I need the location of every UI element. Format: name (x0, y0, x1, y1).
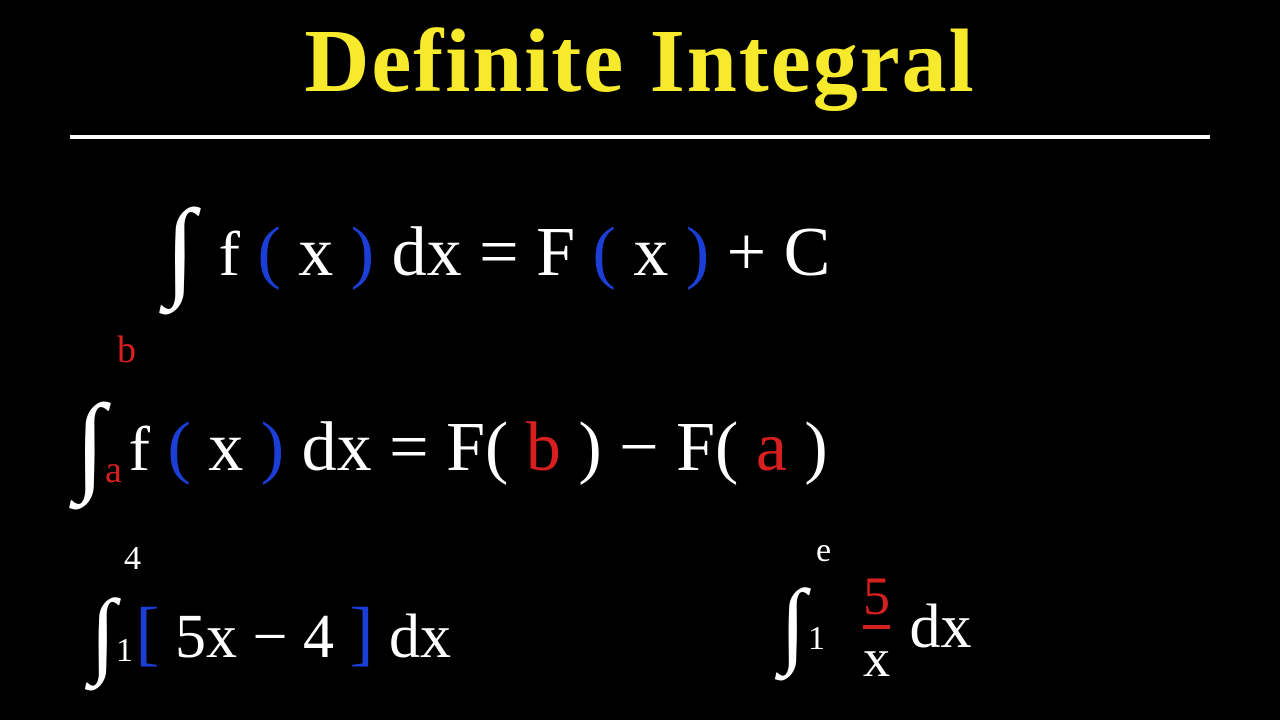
integral-sign-2: ∫ (75, 380, 105, 507)
eq3-dx: dx (389, 602, 451, 673)
equation-definite: ∫ b a f ( x ) dx = F( b ) − F( a ) (75, 370, 828, 497)
integral-sign-3: ∫ (90, 578, 116, 688)
eq2-end: ) (804, 408, 827, 488)
eq3-rbracket: ] (349, 592, 373, 675)
eq2-equals: = (389, 408, 428, 488)
eq1-lparen: ( (257, 213, 280, 293)
eq2-upper-b: b (117, 328, 136, 372)
eq1-x: x (298, 213, 333, 293)
page-title: Definite Integral (0, 10, 1280, 113)
eq2-lower-a: a (105, 448, 122, 492)
equation-indefinite: ∫ f ( x ) dx = F ( x ) + C (165, 175, 830, 302)
eq3-upper: 4 (124, 540, 141, 578)
eq3-lower: 1 (116, 632, 133, 670)
eq1-rparen: ) (351, 213, 374, 293)
eq4-dx: dx (910, 592, 972, 663)
eq1-equals: = (479, 213, 518, 293)
eq1-F: F (536, 213, 575, 293)
eq1-x2: x (633, 213, 668, 293)
eq2-lparen: ( (167, 408, 190, 488)
integral-sign-4: ∫ (780, 568, 806, 678)
eq4-fraction: 5 x (863, 569, 890, 685)
equation-example-2: ∫ e 1 5 x dx (780, 560, 972, 691)
eq2-a: a (756, 408, 787, 488)
eq3-lbracket: [ (136, 592, 160, 675)
eq1-lparen2: ( (593, 213, 616, 293)
eq2-rparen: ) (261, 408, 284, 488)
integral-sign: ∫ (165, 185, 195, 312)
eq2-b: b (526, 408, 561, 488)
eq4-num: 5 (863, 569, 890, 625)
eq2-f: f (129, 412, 150, 486)
eq2-dx: dx (302, 408, 372, 488)
eq1-rparen2: ) (686, 213, 709, 293)
eq4-lower: 1 (808, 620, 825, 658)
eq2-Fb-open: F( (446, 408, 508, 488)
eq4-den: x (863, 629, 890, 685)
eq2-mid: ) − F( (578, 408, 738, 488)
equation-example-1: ∫ 4 1 [ 5x − 4 ] dx (90, 570, 451, 680)
eq1-f: f (219, 217, 240, 291)
eq3-body: 5x − 4 (175, 602, 334, 673)
eq1-dx: dx (392, 213, 462, 293)
eq4-upper: e (816, 532, 831, 570)
eq1-plusC: + C (727, 213, 831, 293)
eq2-x: x (208, 408, 243, 488)
title-underline (70, 135, 1210, 139)
